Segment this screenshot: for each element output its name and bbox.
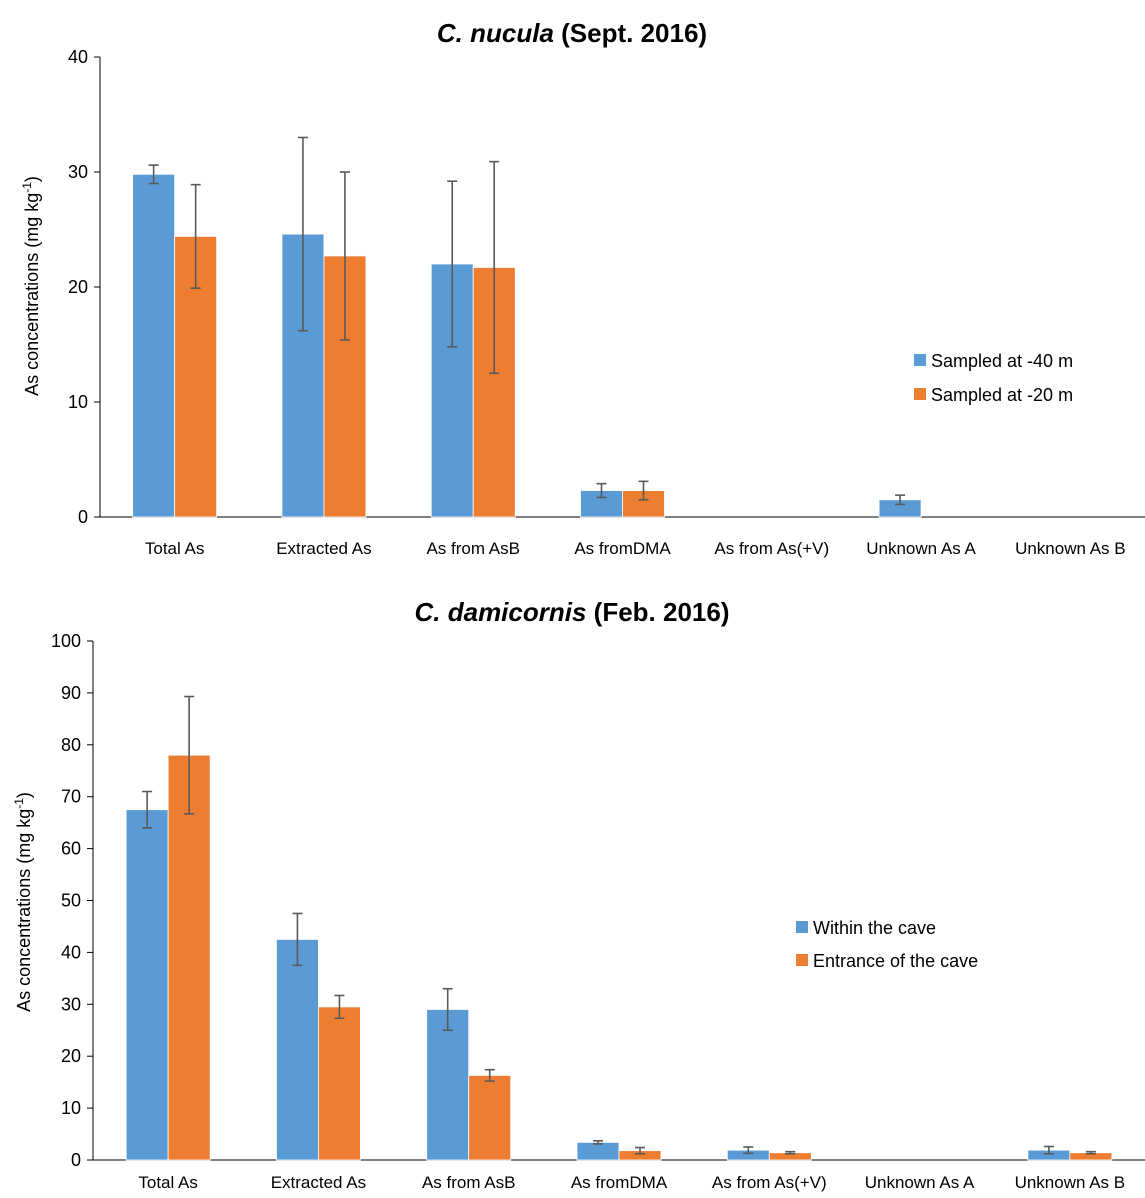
chart2-legend-swatch [796,921,808,933]
chart2-bar [318,1006,361,1161]
chart2-title-italic: C. damicornis [415,597,587,627]
chart1-y-tick-label: 10 [68,392,88,412]
chart2-bar [426,1009,470,1161]
chart1-title-rest: (Sept. 2016) [554,18,707,48]
chart2-y-tick-label: 80 [61,735,81,755]
chart2-y-axis-label: As concentrations (mg kg-1) [12,792,34,1012]
chart2-category-label: Unknown As B [1015,1173,1126,1192]
chart2-y-tick-label: 10 [61,1098,81,1118]
chart2-bar [468,1075,512,1161]
chart1-legend-label: Sampled at -20 m [931,385,1073,405]
chart1-y-tick-label: 30 [68,162,88,182]
chart2-y-tick-label: 30 [61,994,81,1014]
chart2-legend-swatch [796,954,808,966]
chart2-bar [576,1141,620,1161]
chart2-bar [276,939,319,1161]
chart2-ylabel-sup: -1 [12,798,26,809]
chart1-ylabel-end: ) [22,176,42,182]
chart1-category-label: Total As [145,539,205,558]
chart2-category-label: As from AsB [422,1173,516,1192]
chart2-ylabel-end: ) [14,792,34,798]
chart1-category-label: As from AsB [426,539,520,558]
chart2-category-label: As from As(+V) [712,1173,827,1192]
chart2-ylabel-main: As concentrations (mg kg [14,809,34,1012]
chart2-y-tick-label: 40 [61,942,81,962]
chart1-legend-label: Sampled at -40 m [931,351,1073,371]
chart2-bar [125,809,169,1161]
chart1-category-label: As fromDMA [574,539,671,558]
chart1-y-tick-label: 20 [68,277,88,297]
chart2-y-tick-label: 100 [51,631,81,651]
chart1-bar [622,490,665,518]
chart1-ylabel-main: As concentrations (mg kg [22,193,42,396]
chart1-legend-swatch [914,354,926,366]
chart2-y-tick-label: 50 [61,891,81,911]
chart1-title-italic: C. nucula [437,18,554,48]
chart1-y-tick-label: 0 [78,507,88,527]
chart2-category-label: Unknown As A [865,1173,975,1192]
chart1-category-label: As from As(+V) [714,539,829,558]
chart2-legend-label: Entrance of the cave [813,951,978,971]
chart1-category-label: Unknown As A [866,539,976,558]
chart1-y-axis-label: As concentrations (mg kg-1) [20,176,42,396]
chart1-category-label: Extracted As [276,539,371,558]
chart2-y-tick-label: 70 [61,787,81,807]
chart2-legend-label: Within the cave [813,918,936,938]
chart1-bar [323,255,367,518]
chart2-y-tick-label: 20 [61,1046,81,1066]
chart1-category-label: Unknown As B [1015,539,1126,558]
chart1-legend-swatch [914,388,926,400]
chart2-y-tick-label: 0 [71,1150,81,1170]
chart2-category-label: Extracted As [271,1173,366,1192]
chart1-bar [132,173,176,518]
chart1-ylabel-sup: -1 [20,182,34,193]
chart2-bar [167,754,211,1161]
chart2-title: C. damicornis (Feb. 2016) [415,597,730,627]
chart2-y-tick-label: 90 [61,683,81,703]
chart2-category-label: As fromDMA [571,1173,668,1192]
chart1-y-tick-label: 40 [68,47,88,67]
chart2-y-tick-label: 60 [61,839,81,859]
chart2-category-label: Total As [138,1173,198,1192]
chart2-title-rest: (Feb. 2016) [586,597,729,627]
chart1-title: C. nucula (Sept. 2016) [437,18,707,48]
